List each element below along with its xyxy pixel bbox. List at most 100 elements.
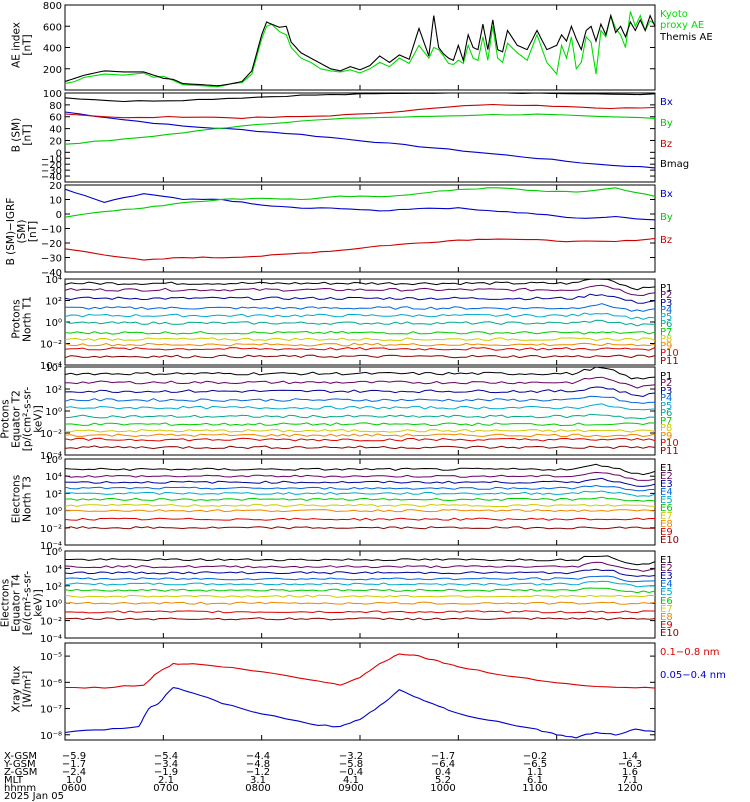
series-line <box>64 580 656 588</box>
y-tick-label: 20 <box>49 181 62 192</box>
panel-frame <box>64 366 656 456</box>
legend-label: E6 <box>660 503 673 514</box>
legend-label: P8 <box>660 333 673 345</box>
series-line <box>64 395 656 404</box>
y-gsm-label: Y-GSM <box>4 759 36 770</box>
mlt-label: MLT <box>4 775 23 786</box>
legend-label: Themis AE <box>660 32 713 43</box>
series-line <box>64 477 656 487</box>
stacked-plot-area: 200400600800−40−30−20−10020406080100−40−… <box>40 1 656 742</box>
panel-y-title: Protons North T1 <box>10 296 34 342</box>
legend-label: P4 <box>660 304 673 316</box>
panel-frame <box>64 458 656 546</box>
panel-y-title: AE index [nT] <box>10 21 34 68</box>
y-tick-label: −30 <box>41 166 62 177</box>
legend-label: P1 <box>660 283 673 294</box>
x-gsm-val: −0.2 <box>522 751 548 762</box>
legend-label: 0.1−0.8 nm <box>660 647 720 658</box>
series-line <box>64 610 655 614</box>
series-line <box>64 575 656 583</box>
legend-label: P2 <box>660 290 673 302</box>
hhmm-label: hhmm <box>4 783 37 794</box>
hhmm-val: 1200 <box>617 783 643 794</box>
legend-label: E1 <box>660 463 673 474</box>
y-gsm-val: −6.4 <box>430 759 456 770</box>
series-line <box>64 354 656 359</box>
panel-frame <box>64 550 656 639</box>
y-tick-label: 0 <box>56 210 62 221</box>
z-gsm-val: −2.4 <box>61 767 87 778</box>
series-line <box>64 471 656 481</box>
series-line <box>64 496 656 502</box>
y-tick-label: −20 <box>41 160 62 171</box>
legend-label: P7 <box>660 326 673 338</box>
mlt-val: 2.1 <box>158 775 174 786</box>
legend-label: P9 <box>660 430 673 442</box>
legend-label: E6 <box>660 595 673 607</box>
panel-y-title: B (SM)−IGRF (SM) [nT] <box>5 197 39 265</box>
series-line <box>64 293 656 304</box>
legend-label: P6 <box>660 408 673 420</box>
x-gsm-label: X-GSM <box>4 751 38 762</box>
y-tick-label: 10⁶ <box>45 547 62 558</box>
z-gsm-val: 1.1 <box>527 767 543 778</box>
y-tick-label: 10⁻⁶ <box>40 678 62 689</box>
series-line <box>64 13 656 87</box>
y-tick-label: −10 <box>41 154 62 165</box>
x-gsm-val: −5.9 <box>61 751 87 762</box>
legend-label: P10 <box>660 438 679 450</box>
legend-label: P5 <box>660 400 673 412</box>
date-label: 2025 Jan 05 <box>4 791 64 802</box>
series-line <box>64 386 656 398</box>
legend-label: E5 <box>660 495 673 506</box>
series-line <box>64 366 656 380</box>
z-gsm-val: −0.4 <box>338 767 364 778</box>
x-gsm-val: −4.4 <box>245 751 271 762</box>
legend-label: E10 <box>660 627 680 639</box>
legend-label: E4 <box>660 579 673 591</box>
series-line <box>64 113 656 145</box>
legend-label: P6 <box>660 319 673 331</box>
y-tick-label: 10⁻² <box>40 429 62 440</box>
mlt-val: 6.1 <box>527 775 543 786</box>
y-tick-label: 10 <box>49 196 62 207</box>
legend-label: Bmag <box>660 159 690 171</box>
y-tick-label: 10⁴ <box>45 363 62 374</box>
series-line <box>64 422 656 427</box>
series-line <box>64 187 656 218</box>
legend-label: By <box>660 117 673 129</box>
legend-label: E3 <box>660 571 673 583</box>
series-line <box>64 687 656 739</box>
y-tick-label: 10⁴ <box>45 564 62 575</box>
mlt-val: 7.1 <box>622 775 638 786</box>
y-tick-label: −10 <box>41 225 62 236</box>
series-line <box>64 463 656 476</box>
series-line <box>64 188 656 221</box>
y-tick-label: 0 <box>56 148 62 159</box>
series-line <box>65 428 656 433</box>
y-tick-label: 10⁻⁸ <box>40 731 62 742</box>
y-tick-label: 10² <box>45 297 62 308</box>
y-tick-label: 10⁻⁷ <box>40 705 62 716</box>
y-tick-label: 10⁻⁴ <box>40 541 62 552</box>
series-line <box>64 517 655 521</box>
y-tick-label: 20 <box>49 136 62 147</box>
series-line <box>64 376 656 389</box>
y-tick-label: 10⁰ <box>45 407 62 418</box>
series-line <box>64 568 656 577</box>
series-line <box>64 284 656 297</box>
mlt-val: 4.1 <box>343 775 359 786</box>
series-line <box>64 433 656 438</box>
series-line <box>64 337 656 342</box>
y-gsm-val: −4.8 <box>245 759 271 770</box>
mlt-row: MLT 1.0 2.1 3.1 4.1 5.2 6.1 7.1 <box>0 775 750 786</box>
series-line <box>64 484 656 492</box>
series-line <box>64 526 655 530</box>
x-gsm-val: 1.4 <box>622 751 638 762</box>
hhmm-val: 1100 <box>522 783 548 794</box>
legend-label: P4 <box>660 393 673 405</box>
y-tick-label: 10² <box>45 489 62 500</box>
y-tick-label: 10⁴ <box>45 472 62 483</box>
series-line <box>64 561 656 572</box>
y-tick-label: 80 <box>49 101 62 112</box>
